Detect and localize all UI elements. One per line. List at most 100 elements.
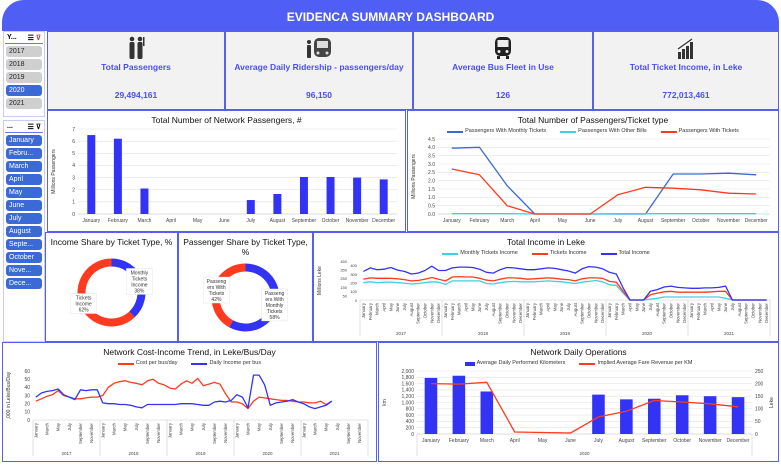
month-option[interactable]: Nove... bbox=[6, 265, 42, 276]
bar[interactable] bbox=[379, 179, 388, 214]
month-option[interactable]: October bbox=[6, 252, 42, 263]
kpi-title: Average Bus Fleet in Use bbox=[452, 62, 554, 72]
x-tick-label: January bbox=[234, 422, 239, 438]
kpi-title: Total Ticket Income, in Leke bbox=[629, 62, 743, 72]
month-option[interactable]: May bbox=[6, 187, 42, 198]
multi-select-icon[interactable]: ☰ bbox=[27, 35, 34, 42]
x-tick-label: August bbox=[655, 302, 660, 316]
kpi-card: Average Bus Fleet in Use 126 bbox=[413, 31, 593, 110]
x-tick-label: November bbox=[346, 218, 369, 224]
slice-label: Passeng ers With Monthly Tickets 58%Passenge… bbox=[261, 288, 288, 322]
bar[interactable] bbox=[140, 188, 149, 215]
x-tick-label: June bbox=[585, 218, 596, 224]
slice-label: Monthly Tickets Income 38%Monthly Tickets I… bbox=[126, 268, 153, 295]
kpi-title: Average Daily Ridership - passengers/day bbox=[234, 62, 404, 72]
bar[interactable] bbox=[113, 138, 122, 214]
month-option[interactable]: Febru... bbox=[6, 148, 42, 159]
series-line bbox=[363, 279, 767, 301]
x-tick-label: March bbox=[44, 422, 49, 435]
bar[interactable] bbox=[452, 375, 466, 434]
group-label: 2021 bbox=[724, 331, 735, 336]
y-tick-label: 400 bbox=[350, 263, 357, 268]
x-tick-label: July bbox=[246, 218, 255, 224]
x-tick-label: March bbox=[621, 302, 626, 315]
bar[interactable] bbox=[246, 200, 255, 214]
bar[interactable] bbox=[592, 394, 605, 434]
x-tick-label: May bbox=[388, 302, 393, 311]
x-tick-label: August bbox=[619, 438, 635, 444]
chart-title: Total Number of Network Passengers, # bbox=[151, 115, 302, 125]
x-tick-label: May bbox=[558, 218, 568, 224]
y2-tick-label: 100 bbox=[755, 407, 764, 413]
bar[interactable] bbox=[675, 395, 689, 434]
bar[interactable] bbox=[87, 135, 96, 214]
month-option[interactable]: Dece... bbox=[6, 278, 42, 289]
year-option-2018[interactable]: 2018 bbox=[6, 59, 42, 70]
month-option[interactable]: August bbox=[6, 226, 42, 237]
bar[interactable] bbox=[648, 398, 661, 434]
x-tick-label: July bbox=[484, 302, 489, 310]
series-line bbox=[35, 374, 333, 410]
legend-label: Passengers With Monthly Tickets bbox=[465, 128, 547, 134]
y-tick-label: 600 bbox=[406, 413, 415, 419]
month-option[interactable]: Septe... bbox=[6, 239, 42, 250]
x-tick-label: May bbox=[634, 302, 639, 311]
y-tick-label: 10 bbox=[24, 410, 30, 416]
year-option-2020[interactable]: 2020 bbox=[6, 85, 42, 96]
legend-item: Passengers With Other Bills bbox=[560, 128, 647, 135]
x-tick-label: July bbox=[67, 422, 72, 430]
total-income-panel: Total Income in Leke Monthly Tickets Inco… bbox=[313, 232, 779, 342]
month-option[interactable]: April bbox=[6, 174, 42, 185]
group-label: 2017 bbox=[396, 331, 407, 336]
y-tick-label: 7 bbox=[72, 127, 75, 133]
month-option[interactable]: June bbox=[6, 200, 42, 211]
bar[interactable] bbox=[424, 377, 438, 434]
clear-filter-icon[interactable]: ⊽ bbox=[35, 35, 41, 42]
bar[interactable] bbox=[299, 176, 308, 214]
x-tick-label: March bbox=[245, 422, 250, 435]
x-tick-label: October bbox=[668, 302, 673, 318]
y-tick-label: 3.0 bbox=[428, 162, 435, 168]
bar[interactable] bbox=[353, 177, 362, 214]
x-tick-label: January bbox=[301, 422, 306, 438]
legend-item: Implied Average Fare Revenue per KM bbox=[579, 360, 692, 367]
chart-legend: Passengers With Monthly Tickets Passenger… bbox=[408, 128, 778, 135]
y-tick-label: 3.5 bbox=[428, 153, 435, 159]
month-slicer-title: ... bbox=[7, 123, 13, 130]
y-axis-label: km bbox=[382, 399, 388, 406]
legend-item: Total Income bbox=[600, 250, 650, 257]
x-tick-label: February bbox=[696, 302, 701, 320]
legend-item: Daily Income per bus bbox=[191, 360, 261, 367]
bar[interactable] bbox=[620, 399, 633, 434]
legend-swatch bbox=[600, 252, 617, 255]
y2-tick-label: 50 bbox=[755, 419, 761, 425]
year-option-2019[interactable]: 2019 bbox=[6, 72, 42, 83]
month-option[interactable]: January bbox=[6, 135, 42, 146]
month-option[interactable]: July bbox=[6, 213, 42, 224]
x-tick-label: March bbox=[703, 302, 708, 315]
bar[interactable] bbox=[480, 391, 494, 434]
bar[interactable] bbox=[703, 396, 717, 434]
x-tick-label: January bbox=[525, 302, 530, 318]
bar[interactable] bbox=[731, 397, 745, 434]
legend-item: Tickets Income bbox=[531, 250, 587, 257]
x-tick-label: January bbox=[33, 422, 38, 438]
x-tick-label: January bbox=[607, 302, 612, 318]
x-tick-label: September bbox=[580, 302, 585, 324]
multi-select-icon[interactable]: ☰ bbox=[27, 124, 34, 131]
bar[interactable] bbox=[326, 176, 335, 214]
x-tick-label: July bbox=[402, 302, 407, 310]
x-tick-label: December bbox=[518, 302, 523, 322]
year-option-2017[interactable]: 2017 bbox=[6, 46, 42, 57]
x-tick-label: July bbox=[335, 422, 340, 430]
x-tick-label: February bbox=[532, 302, 537, 320]
x-tick-label: January bbox=[100, 422, 105, 438]
x-tick-label: November bbox=[511, 302, 516, 322]
bar[interactable] bbox=[273, 193, 282, 214]
clear-filter-icon[interactable]: ⊽ bbox=[35, 124, 41, 131]
year-option-2021[interactable]: 2021 bbox=[6, 98, 42, 109]
x-tick-label: August bbox=[737, 302, 742, 316]
x-tick-label: July bbox=[566, 302, 571, 310]
month-option[interactable]: March bbox=[6, 161, 42, 172]
